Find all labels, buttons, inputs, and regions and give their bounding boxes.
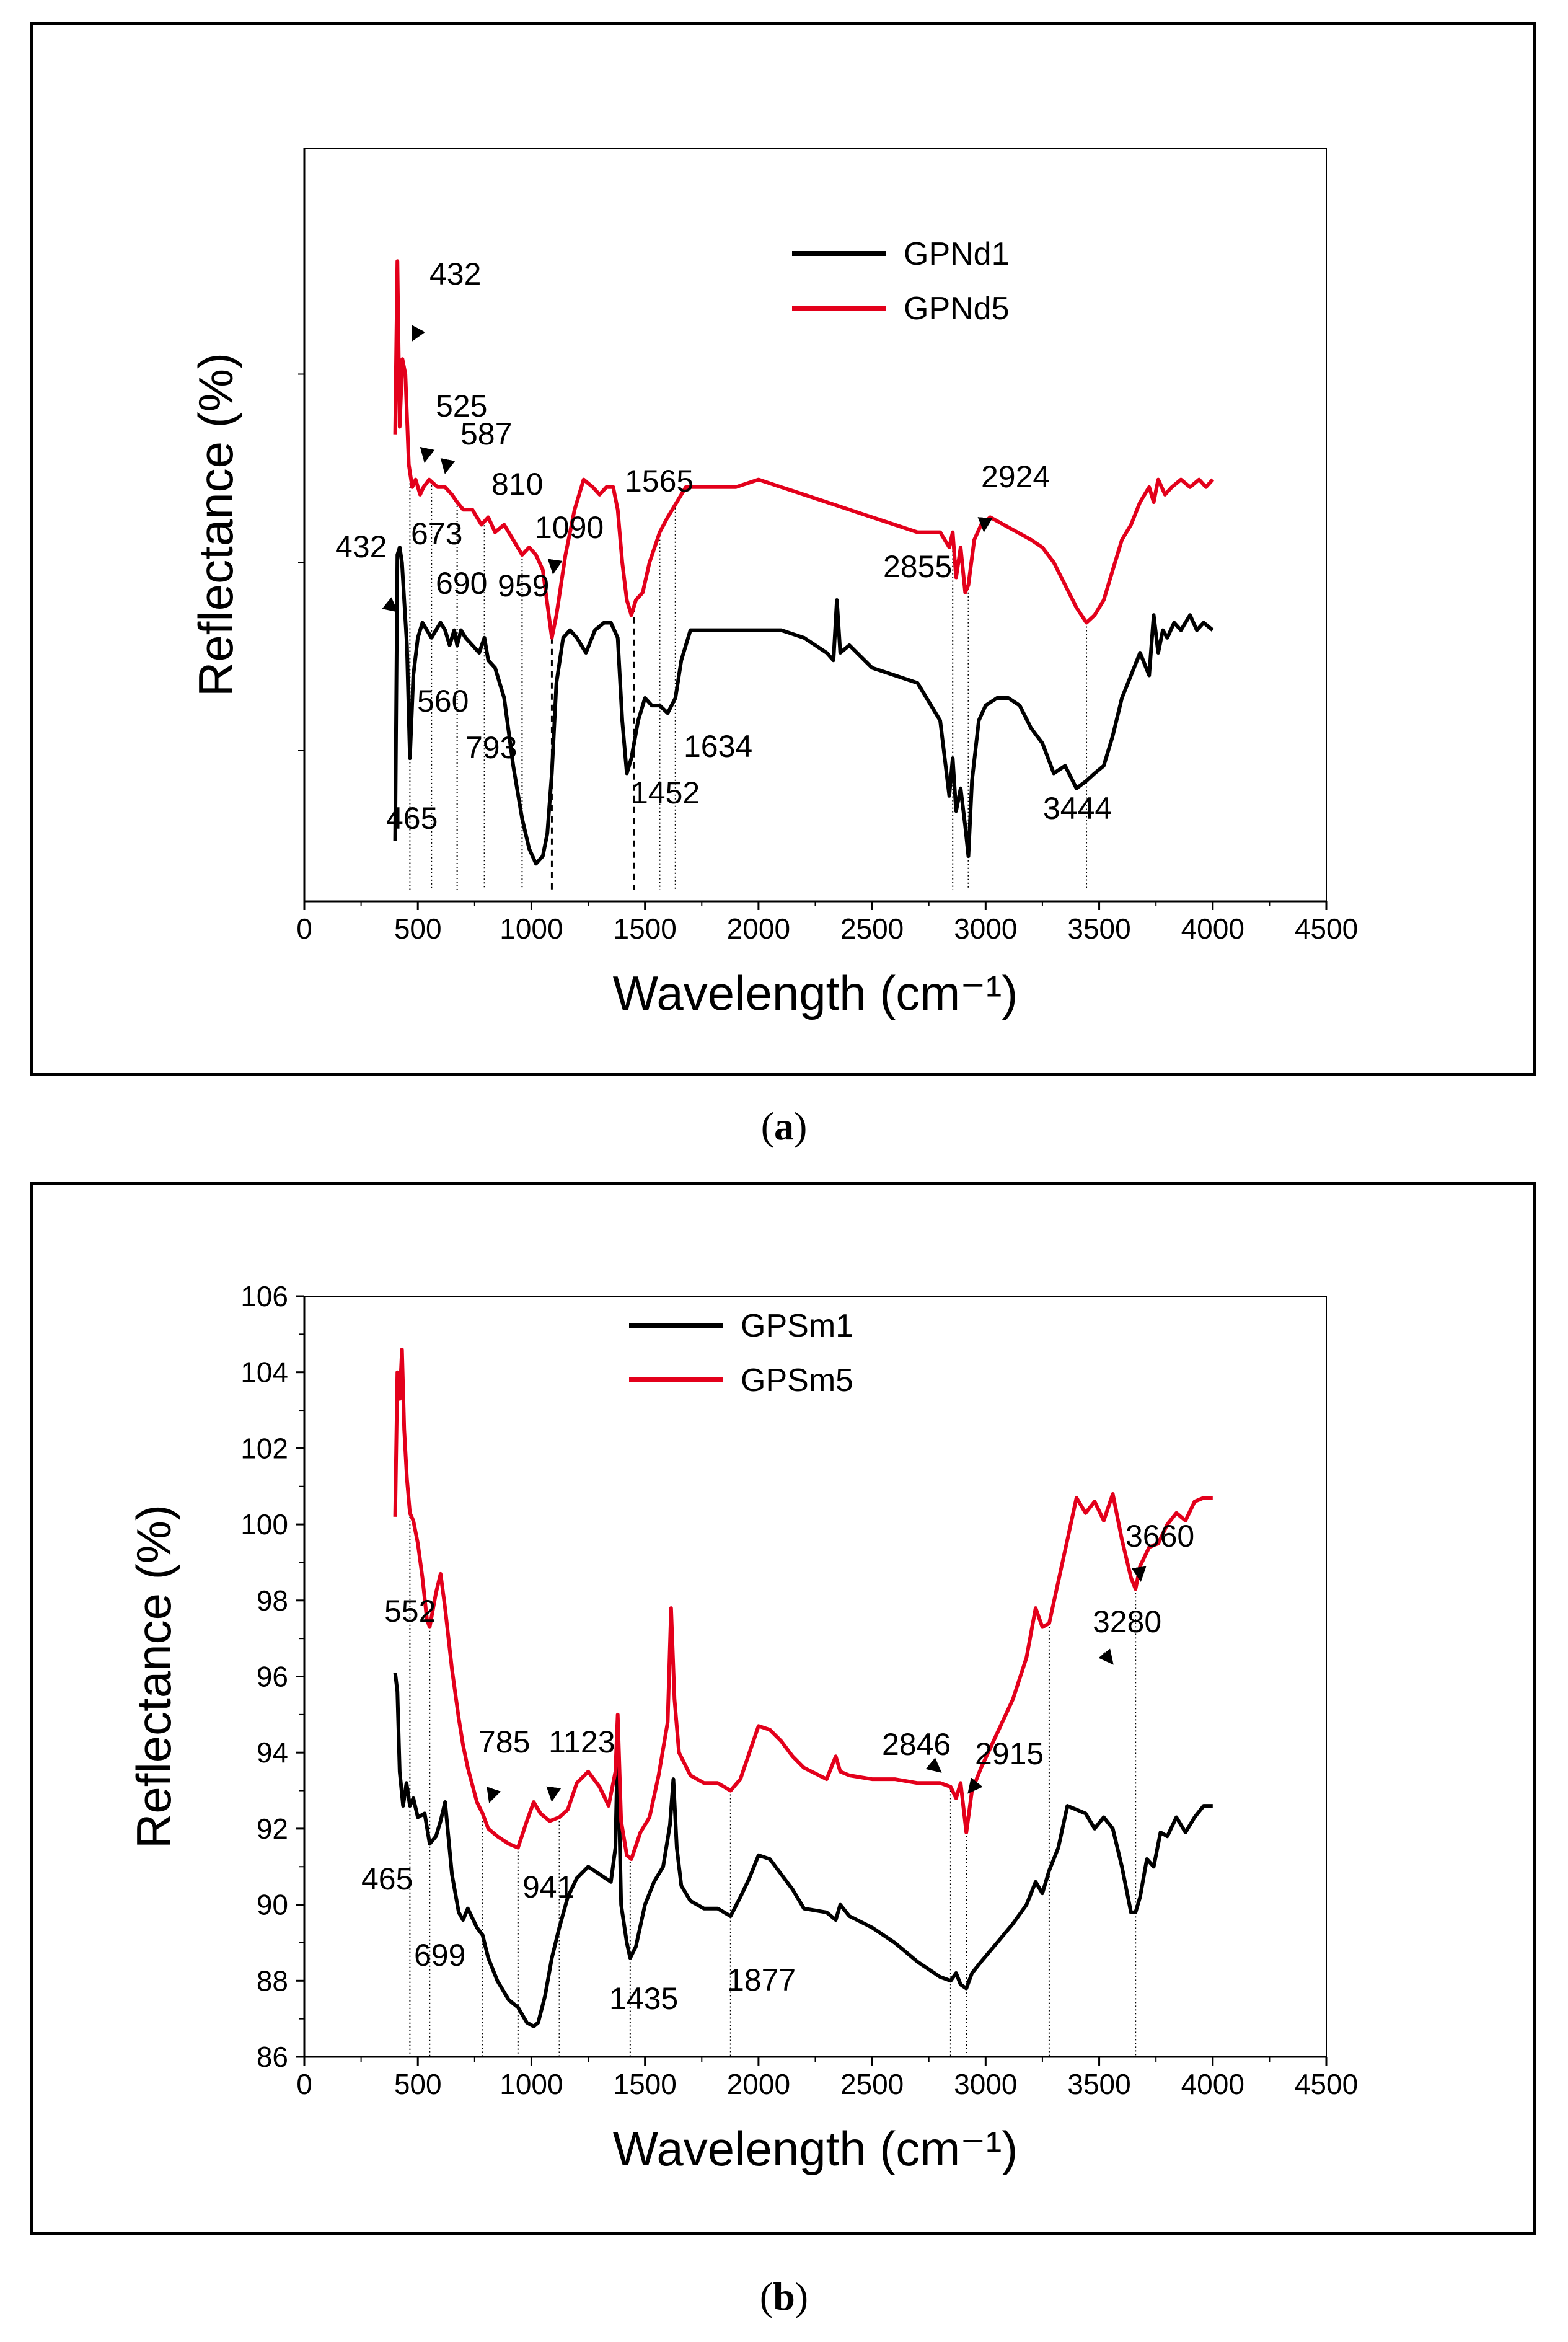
- x-tick-label: 4000: [1181, 912, 1244, 945]
- annotation-arrow: [487, 1787, 501, 1803]
- x-tick-label: 4500: [1295, 2068, 1358, 2100]
- series-line-gpnd1: [393, 546, 1214, 866]
- x-tick-label: 3500: [1067, 912, 1130, 945]
- x-tick-label: 2000: [727, 2068, 790, 2100]
- peak-annotation: 810: [491, 467, 543, 502]
- y-tick-label: 102: [240, 1432, 288, 1464]
- annotation-arrow: [967, 1777, 983, 1794]
- legend-label: GPSm1: [741, 1308, 853, 1344]
- annotation-arrow: [412, 325, 426, 342]
- annotation-arrow: [440, 457, 456, 474]
- chart-panel-a: 0 500 1000 1500 2000 2500 3000 3500 4000 4500 Wave…: [30, 22, 1536, 1076]
- x-tick-label: 1500: [613, 2068, 676, 2100]
- peak-annotation: 587: [460, 417, 512, 451]
- y-tick-label: 104: [240, 1356, 288, 1389]
- peak-annotation: 1435: [609, 1981, 678, 2016]
- caption-b-letter: b: [773, 2274, 795, 2318]
- x-tick-label: 2000: [727, 912, 790, 945]
- y-tick-label: 90: [257, 1889, 288, 1921]
- x-tick-label: 3500: [1067, 2068, 1130, 2100]
- peak-annotation: 465: [386, 801, 438, 836]
- x-tick-label: 1000: [500, 912, 563, 945]
- peak-annotation: 2846: [882, 1727, 951, 1762]
- chart-b-svg: 0 500 1000 1500 2000 2500 3000 3500 4000 4500 86 88…: [126, 1280, 1358, 2176]
- annotation-arrow: [546, 1786, 562, 1802]
- peak-annotation: 3280: [1093, 1604, 1161, 1639]
- x-tick-label: 3000: [954, 2068, 1017, 2100]
- peak-annotation: 690: [436, 566, 487, 601]
- peak-annotation: 2924: [981, 459, 1050, 494]
- peak-annotation: 432: [335, 529, 387, 564]
- legend-label: GPNd5: [904, 291, 1010, 327]
- series-line-gpsm5: [393, 1347, 1213, 1861]
- peak-annotation: 959: [498, 568, 549, 603]
- y-axis-label: Reflectance (%): [126, 1505, 181, 1849]
- x-tick-label: 1000: [500, 2068, 563, 2100]
- legend-label: GPSm5: [741, 1363, 853, 1399]
- y-tick-label: 106: [240, 1280, 288, 1312]
- peak-annotation: 3444: [1043, 791, 1112, 826]
- peak-annotation: 525: [436, 389, 487, 423]
- x-tick-label: 3000: [954, 912, 1017, 945]
- peak-annotation: 673: [411, 516, 462, 551]
- y-tick-label: 88: [257, 1964, 288, 1997]
- x-tick-label: 2500: [840, 912, 904, 945]
- peak-annotation: 432: [429, 257, 481, 291]
- x-tick-label: 500: [394, 912, 442, 945]
- peak-annotation: 785: [478, 1725, 530, 1759]
- peak-annotation: 699: [414, 1938, 465, 1973]
- y-tick-label: 92: [257, 1813, 288, 1845]
- peak-annotation: 1123: [548, 1725, 615, 1759]
- x-tick-label: 0: [296, 912, 312, 945]
- x-axis-label: Wavelength (cm⁻¹): [613, 2121, 1018, 2176]
- x-tick-label: 500: [394, 2068, 442, 2100]
- peak-annotation: 2855: [883, 549, 952, 584]
- peak-annotation: 560: [417, 684, 469, 718]
- x-tick-label: 1500: [613, 912, 676, 945]
- caption-b: (b): [759, 2274, 809, 2318]
- peak-annotation: 793: [465, 730, 517, 765]
- y-tick-label: 86: [257, 2041, 288, 2073]
- annotation-arrow: [420, 446, 435, 463]
- peak-annotation: 1634: [684, 729, 752, 764]
- caption-a-letter: a: [774, 1104, 794, 1148]
- annotation-arrow: [977, 517, 993, 532]
- peak-annotation: 941: [522, 1870, 574, 1904]
- annotation-arrow: [382, 597, 399, 612]
- peak-annotation: 1565: [625, 464, 694, 498]
- annotation-arrow: [547, 559, 563, 575]
- peak-annotation: 1090: [535, 510, 604, 545]
- peak-annotation: 1452: [631, 776, 700, 810]
- chart-a-svg: 0 500 1000 1500 2000 2500 3000 3500 4000 4500 Wave…: [188, 148, 1358, 1020]
- x-tick-label: 2500: [840, 2068, 904, 2100]
- x-tick-label: 0: [296, 2068, 312, 2100]
- annotation-arrow: [1131, 1566, 1147, 1582]
- annotation-arrow: [1098, 1648, 1114, 1665]
- peak-annotation: 1877: [727, 1963, 796, 1997]
- chart-panel-b: 0 500 1000 1500 2000 2500 3000 3500 4000 4500 86 88…: [30, 1182, 1536, 2235]
- x-axis-label: Wavelength (cm⁻¹): [613, 966, 1018, 1020]
- y-axis-label: Reflectance (%): [188, 353, 243, 697]
- peak-annotation: 3660: [1125, 1519, 1194, 1553]
- legend-label: GPNd1: [904, 236, 1010, 272]
- peak-annotation: 2915: [975, 1736, 1044, 1771]
- x-tick-label: 4500: [1295, 912, 1358, 945]
- series-line-gpsm1: [393, 1673, 1213, 2028]
- peak-annotation: 465: [361, 1862, 413, 1896]
- annotation-arrow: [925, 1757, 942, 1773]
- y-tick-label: 98: [257, 1584, 288, 1617]
- y-tick-label: 94: [257, 1736, 288, 1769]
- caption-a: (a): [760, 1104, 808, 1148]
- y-tick-label: 96: [257, 1661, 288, 1693]
- x-tick-label: 4000: [1181, 2068, 1244, 2100]
- y-tick-label: 100: [240, 1508, 288, 1540]
- peak-annotation: 552: [384, 1594, 436, 1628]
- series-line-gpnd5: [393, 259, 1215, 640]
